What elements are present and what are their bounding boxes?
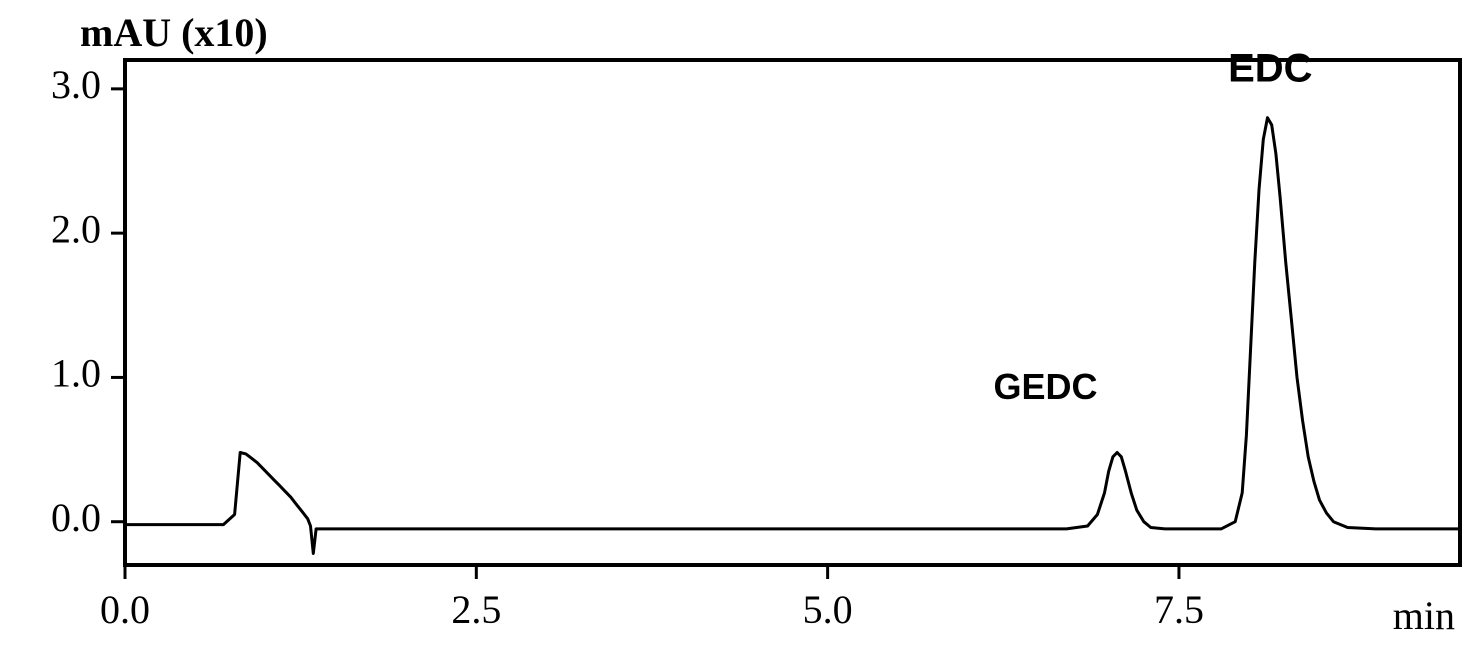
y-tick-label: 1.0 [51,351,101,396]
peak-label: GEDC [993,366,1097,407]
y-axis-title: mAU (x10) [80,10,268,55]
x-tick-label: 2.5 [451,587,501,632]
x-axis-ticks: 0.0 2.5 5.0 7.5 [100,565,1204,632]
plot-frame [125,60,1460,565]
chromatogram-trace [125,118,1460,554]
chromatogram-chart: 0.01.02.03.0 0.02.55.07.5 mAU (x10) min … [0,0,1475,657]
x-tick-label: 7.5 [1154,587,1204,632]
chart-svg: 0.01.02.03.0 0.02.55.07.5 mAU (x10) min … [0,0,1475,657]
x-axis-title: min [1393,593,1455,638]
y-tick-label: 3.0 [51,62,101,107]
x-tick-label: 0.0 [100,587,150,632]
x-tick-label: 5.0 [803,587,853,632]
y-tick-label: 0.0 [51,495,101,540]
peak-label: EDC [1228,47,1312,91]
y-tick-label: 2.0 [51,206,101,251]
peak-labels: GEDC EDC [993,47,1312,407]
y-axis-ticks: 0.0 1.0 2.0 3.0 [51,62,125,540]
